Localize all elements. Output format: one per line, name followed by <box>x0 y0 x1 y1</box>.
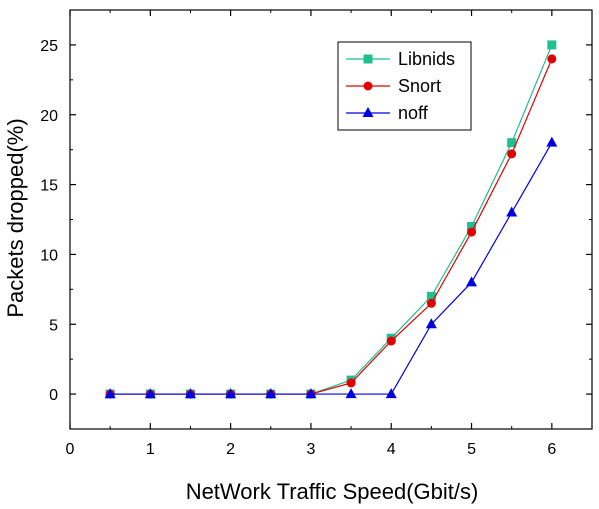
legend-label: noff <box>398 103 429 123</box>
y-tick-label: 0 <box>49 387 58 404</box>
x-tick-label: 6 <box>547 441 556 458</box>
data-point <box>546 136 558 147</box>
legend: Libnids Snort noff <box>337 41 472 131</box>
axes <box>69 9 593 430</box>
x-tick-label: 5 <box>467 441 476 458</box>
y-tick-label: 15 <box>40 178 58 195</box>
data-point <box>507 138 517 148</box>
x-tick-label: 0 <box>66 441 75 458</box>
x-tick-label: 4 <box>387 441 396 458</box>
data-point <box>385 388 397 399</box>
x-axis-title: NetWork Traffic Speed(Gbit/s) <box>186 479 479 504</box>
data-point <box>346 378 356 388</box>
series-line <box>110 58 553 395</box>
data-point <box>467 227 477 237</box>
plot-frame <box>69 9 593 430</box>
x-tick-label: 3 <box>306 441 315 458</box>
data-point <box>386 336 396 346</box>
data-point <box>466 276 478 287</box>
y-tick-label: 5 <box>49 317 58 334</box>
y-tick-label: 10 <box>40 247 58 264</box>
data-point <box>265 388 277 399</box>
series-line <box>110 142 553 395</box>
data-point <box>305 388 317 399</box>
data-point <box>425 318 437 329</box>
data-point <box>426 298 436 308</box>
x-tick-label: 2 <box>226 441 235 458</box>
data-point <box>547 40 557 50</box>
series-line <box>110 44 553 395</box>
data-point <box>467 221 477 231</box>
x-tick-label: 1 <box>146 441 155 458</box>
tick-marks: 0 1 2 3 4 5 6 0 5 10 15 20 25 <box>40 10 592 458</box>
y-axis-title: Packets dropped(%) <box>3 118 28 317</box>
legend-swatch-marker <box>362 107 374 117</box>
series-snort <box>105 54 557 399</box>
y-tick-label: 25 <box>40 38 58 55</box>
data-point <box>184 388 196 399</box>
series-noff <box>104 136 558 399</box>
legend-swatch-marker <box>363 54 373 64</box>
legend-swatch-marker <box>363 81 373 91</box>
data-point <box>547 54 557 64</box>
data-point <box>345 388 357 399</box>
y-tick-label: 20 <box>40 108 58 125</box>
data-point <box>507 149 517 159</box>
legend-label: Snort <box>398 76 441 96</box>
data-point <box>144 388 156 399</box>
series-layer <box>104 40 558 399</box>
data-point <box>426 291 436 301</box>
series-libnids <box>105 40 557 399</box>
legend-label: Libnids <box>398 49 455 69</box>
data-point <box>104 388 116 399</box>
data-point <box>225 388 237 399</box>
data-point <box>506 206 518 217</box>
